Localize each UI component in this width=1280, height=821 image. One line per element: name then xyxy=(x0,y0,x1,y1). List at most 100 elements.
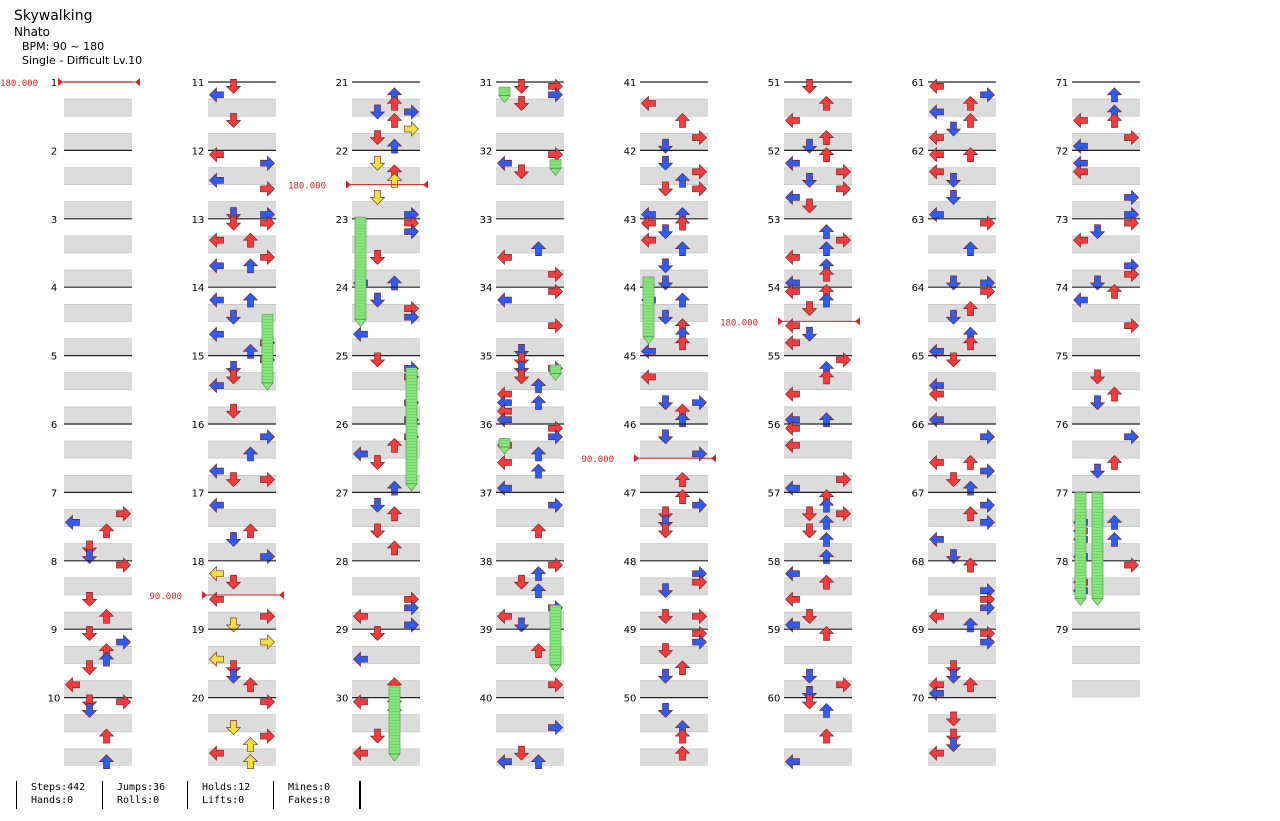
measure-21: 21 xyxy=(336,78,420,154)
step-arrow xyxy=(386,437,403,453)
measure-41: 41 xyxy=(624,78,708,154)
step-arrow xyxy=(386,95,403,111)
step-arrow xyxy=(692,394,707,411)
step-arrow xyxy=(1124,189,1139,206)
beat-band xyxy=(64,475,132,493)
beat-band xyxy=(64,748,132,766)
measure-60: 60 xyxy=(768,694,852,770)
step-arrow xyxy=(242,523,259,539)
step-arrow xyxy=(657,155,674,171)
step-arrow xyxy=(548,266,563,283)
measure-63: 63 xyxy=(912,215,996,291)
step-arrow xyxy=(209,232,224,248)
measure-number: 36 xyxy=(480,420,493,431)
step-arrow xyxy=(513,164,530,180)
measure-53: 53 xyxy=(768,215,852,291)
step-arrow xyxy=(945,668,962,684)
beat-band xyxy=(496,99,564,117)
step-arrow xyxy=(785,155,800,171)
step-arrow xyxy=(81,703,98,718)
step-arrow xyxy=(962,506,979,522)
beat-band xyxy=(640,612,708,630)
step-arrow xyxy=(962,241,979,257)
step-arrow xyxy=(404,121,419,137)
step-arrow xyxy=(657,506,674,522)
measure-13: 13 xyxy=(192,215,276,288)
measure-number: 18 xyxy=(192,557,205,568)
step-arrow xyxy=(353,446,368,462)
beat-band xyxy=(352,406,420,424)
step-arrow xyxy=(548,497,563,513)
step-arrow xyxy=(81,549,98,564)
measure-79: 79 xyxy=(1056,625,1140,698)
step-arrow xyxy=(945,190,962,205)
step-arrow xyxy=(641,215,656,231)
step-arrow xyxy=(836,677,851,693)
measure-65: 65 xyxy=(912,352,996,428)
step-arrow xyxy=(386,113,403,128)
beat-band xyxy=(928,372,996,390)
beat-band xyxy=(352,646,420,664)
step-arrow xyxy=(116,694,131,710)
step-arrow xyxy=(785,754,800,770)
step-arrow xyxy=(945,472,962,487)
beat-band xyxy=(208,235,276,253)
measure-number: 2 xyxy=(51,146,57,157)
song-title: Skywalking xyxy=(14,8,93,24)
beat-band xyxy=(64,543,132,561)
step-arrow xyxy=(98,523,115,539)
measure-number: 3 xyxy=(51,215,57,226)
step-arrow xyxy=(674,241,691,257)
step-arrow xyxy=(785,617,800,633)
bpm-range: BPM: 90 ~ 180 xyxy=(22,40,105,53)
measure-32: 32 xyxy=(480,146,564,219)
measure-number: 49 xyxy=(624,625,637,636)
beat-band xyxy=(928,406,996,424)
step-arrow xyxy=(1089,395,1106,411)
step-arrow xyxy=(386,480,403,496)
measure-57: 57 xyxy=(768,488,852,564)
beat-band xyxy=(352,748,420,766)
step-arrow xyxy=(962,147,979,162)
step-arrow xyxy=(98,651,115,667)
step-arrow xyxy=(801,78,818,94)
step-arrow xyxy=(962,480,979,496)
measure-76: 76 xyxy=(1056,420,1140,493)
measure-23: 23 xyxy=(336,215,420,291)
step-arrow xyxy=(945,660,962,676)
beat-band xyxy=(784,338,852,356)
measure-number: 5 xyxy=(51,352,57,363)
hold-note xyxy=(642,276,655,345)
step-arrow xyxy=(657,138,674,154)
measure-number: 47 xyxy=(624,488,637,499)
beat-band xyxy=(784,99,852,117)
step-arrow xyxy=(657,583,674,599)
step-arrow xyxy=(513,352,530,368)
beat-band xyxy=(496,372,564,390)
step-arrow xyxy=(513,78,530,94)
step-arrow xyxy=(530,241,547,257)
step-arrow xyxy=(513,361,530,376)
step-arrow xyxy=(260,634,275,650)
measure-number: 68 xyxy=(912,557,925,568)
step-arrow xyxy=(692,181,707,197)
measure-2: 2 xyxy=(51,146,132,219)
bpm-change-label: 180.000 xyxy=(0,79,38,89)
beat-band xyxy=(352,235,420,253)
step-arrow xyxy=(1106,113,1123,128)
measure-number: 74 xyxy=(1056,283,1069,294)
stats-group-holds: Holds:12 Lifts:0 xyxy=(187,781,250,809)
beat-band xyxy=(496,406,564,424)
step-arrow xyxy=(386,540,403,556)
beat-band xyxy=(928,646,996,664)
step-arrow xyxy=(962,301,979,316)
steps-count: Steps:442 xyxy=(31,782,86,793)
beat-band xyxy=(640,270,708,288)
beat-band xyxy=(784,680,852,698)
step-arrow xyxy=(980,514,995,531)
step-arrow xyxy=(369,352,386,368)
bpm-change-marker: 180.000 xyxy=(0,78,140,89)
step-arrow xyxy=(530,643,547,658)
step-arrow xyxy=(657,609,674,624)
beat-band xyxy=(928,441,996,459)
